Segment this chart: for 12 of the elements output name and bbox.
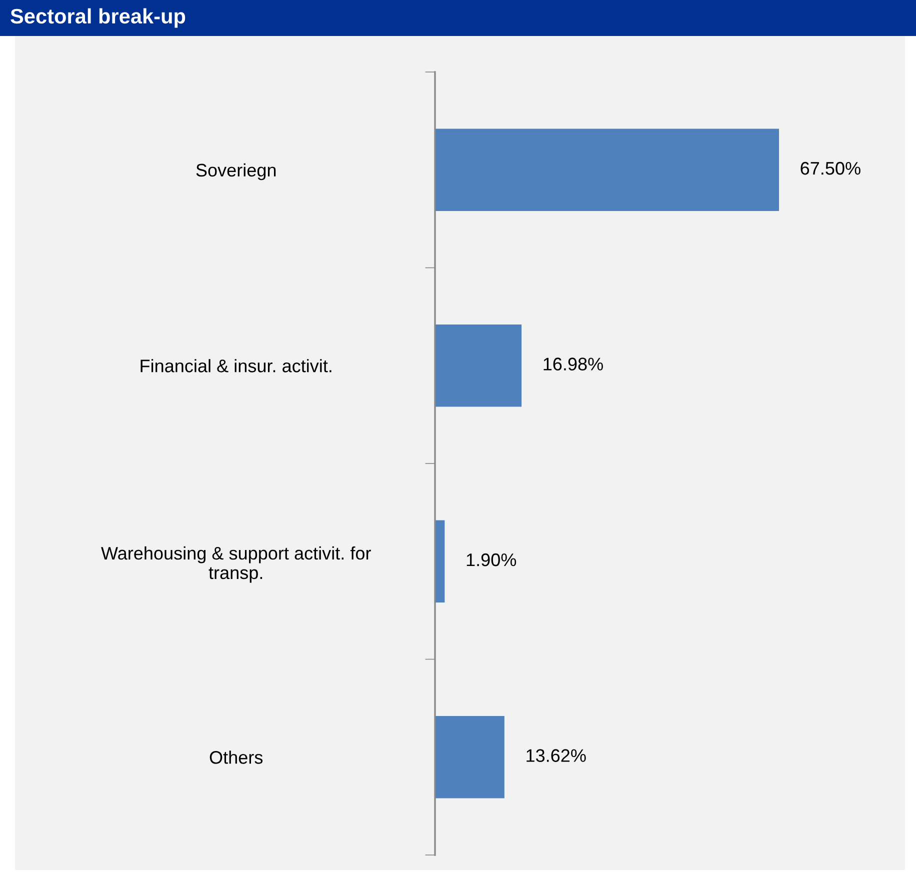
y-tick-label: Financial & insur. activit. [140, 359, 332, 372]
bar [435, 324, 522, 407]
text: Sectoral break-up [10, 8, 186, 28]
bar [435, 128, 779, 211]
y-tick-label: Warehousing & support activit. for transp. [101, 546, 371, 583]
data-label: 1.90% [466, 553, 516, 566]
data-label: 67.50% [800, 162, 860, 175]
data-label: 13.62% [526, 749, 586, 762]
y-tick-label: Others [210, 750, 263, 764]
y-tick-label: Soveriegn [196, 163, 276, 180]
data-label: 16.98% [544, 358, 603, 370]
bar [435, 716, 504, 798]
